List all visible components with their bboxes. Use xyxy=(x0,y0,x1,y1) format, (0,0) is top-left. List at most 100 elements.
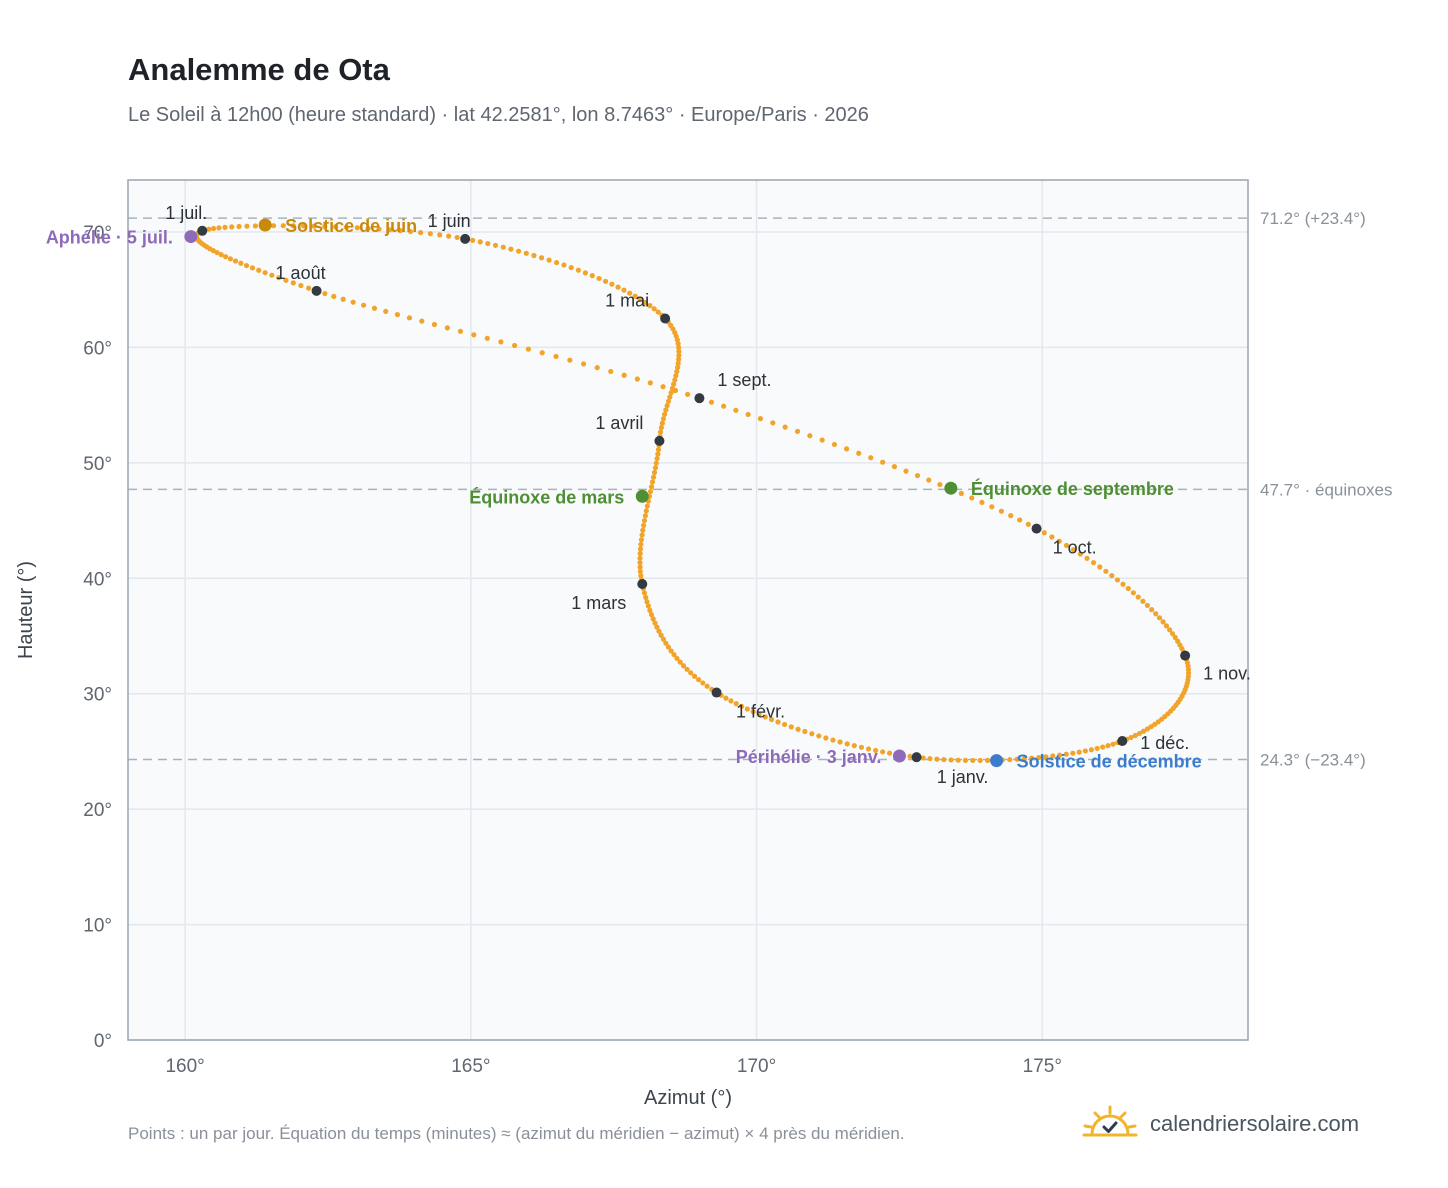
daily-point xyxy=(795,726,801,732)
daily-point xyxy=(830,737,836,743)
daily-point xyxy=(640,522,647,528)
daily-point xyxy=(688,670,694,676)
daily-point xyxy=(365,225,371,231)
daily-point xyxy=(756,711,762,717)
daily-point xyxy=(700,680,706,686)
month-marker xyxy=(197,225,208,236)
daily-point xyxy=(781,721,788,728)
daily-point xyxy=(675,360,681,366)
daily-point xyxy=(934,756,940,762)
daily-point xyxy=(958,490,964,497)
daily-point xyxy=(643,594,649,600)
daily-point xyxy=(816,733,822,739)
daily-point xyxy=(648,612,655,618)
daily-point xyxy=(652,465,659,471)
y-tick-label: 60° xyxy=(83,338,112,359)
daily-point xyxy=(546,257,552,263)
daily-point xyxy=(831,441,838,448)
daily-point xyxy=(1057,752,1063,758)
daily-point xyxy=(837,739,843,745)
daily-point xyxy=(1103,568,1109,574)
month-label: 1 mars xyxy=(571,593,626,613)
month-label: 1 nov. xyxy=(1203,664,1251,684)
daily-point xyxy=(508,246,514,252)
daily-point xyxy=(969,495,975,501)
daily-point xyxy=(454,234,460,241)
daily-point xyxy=(676,352,682,358)
daily-point xyxy=(782,424,788,430)
daily-point xyxy=(643,508,649,514)
daily-point xyxy=(568,264,574,271)
event-label: Équinoxe de septembre xyxy=(971,478,1174,499)
daily-point xyxy=(500,244,506,250)
month-marker xyxy=(694,393,705,404)
daily-point xyxy=(948,757,954,763)
daily-point xyxy=(575,267,581,273)
daily-point xyxy=(1077,551,1083,557)
daily-point xyxy=(941,756,947,763)
month-label: 1 juil. xyxy=(165,203,207,223)
daily-point xyxy=(531,252,537,259)
daily-point xyxy=(750,709,756,715)
daily-point xyxy=(654,455,660,462)
daily-point xyxy=(354,225,360,231)
month-marker xyxy=(911,752,922,763)
daily-point xyxy=(457,328,464,334)
brand[interactable]: calendriersolaire.com xyxy=(1082,1100,1359,1148)
event-marker xyxy=(892,749,906,763)
daily-point xyxy=(322,223,328,229)
daily-point xyxy=(1140,598,1146,604)
daily-point xyxy=(661,411,668,418)
daily-point xyxy=(677,659,683,665)
daily-point xyxy=(873,747,879,754)
daily-point xyxy=(516,248,522,254)
event-marker xyxy=(258,218,272,232)
daily-point xyxy=(676,356,682,362)
daily-point xyxy=(214,249,220,256)
daily-point xyxy=(1148,724,1154,730)
daily-point xyxy=(647,303,653,309)
daily-point xyxy=(1070,750,1076,756)
daily-point xyxy=(210,225,217,232)
daily-point xyxy=(1167,627,1173,633)
daily-point xyxy=(637,568,643,575)
daily-point xyxy=(538,255,545,261)
daily-point xyxy=(553,259,560,266)
event-marker xyxy=(990,754,1004,768)
daily-point xyxy=(770,420,776,426)
daily-point xyxy=(637,564,643,570)
daily-point xyxy=(658,632,664,638)
daily-point xyxy=(673,373,679,379)
daily-point xyxy=(609,281,615,287)
plot-frame xyxy=(127,179,1249,1041)
daily-point xyxy=(649,479,656,485)
event-marker xyxy=(184,230,198,244)
daily-point xyxy=(660,384,666,390)
daily-point xyxy=(1140,728,1147,734)
daily-point xyxy=(1114,577,1121,583)
daily-point xyxy=(1109,573,1115,579)
daily-point xyxy=(1070,547,1077,553)
daily-point xyxy=(651,306,657,312)
daily-point xyxy=(647,488,654,495)
daily-point xyxy=(444,325,450,331)
daily-point xyxy=(634,376,640,382)
daily-point xyxy=(602,278,609,284)
daily-point xyxy=(977,757,983,764)
daily-point xyxy=(655,447,662,453)
daily-point xyxy=(1036,754,1042,761)
daily-point xyxy=(484,335,490,341)
daily-point xyxy=(668,390,674,396)
daily-point xyxy=(647,607,653,613)
brand-name: calendriersolaire.com xyxy=(1150,1111,1360,1136)
daily-point xyxy=(383,308,389,315)
reference-line-label: 47.7° · équinoxes xyxy=(1260,480,1393,499)
daily-point xyxy=(745,411,751,418)
daily-point xyxy=(1007,757,1013,763)
daily-point xyxy=(914,472,921,479)
daily-point xyxy=(269,272,275,278)
y-tick-label: 70° xyxy=(83,223,112,244)
month-label: 1 juin xyxy=(428,211,471,231)
daily-point xyxy=(397,228,403,234)
